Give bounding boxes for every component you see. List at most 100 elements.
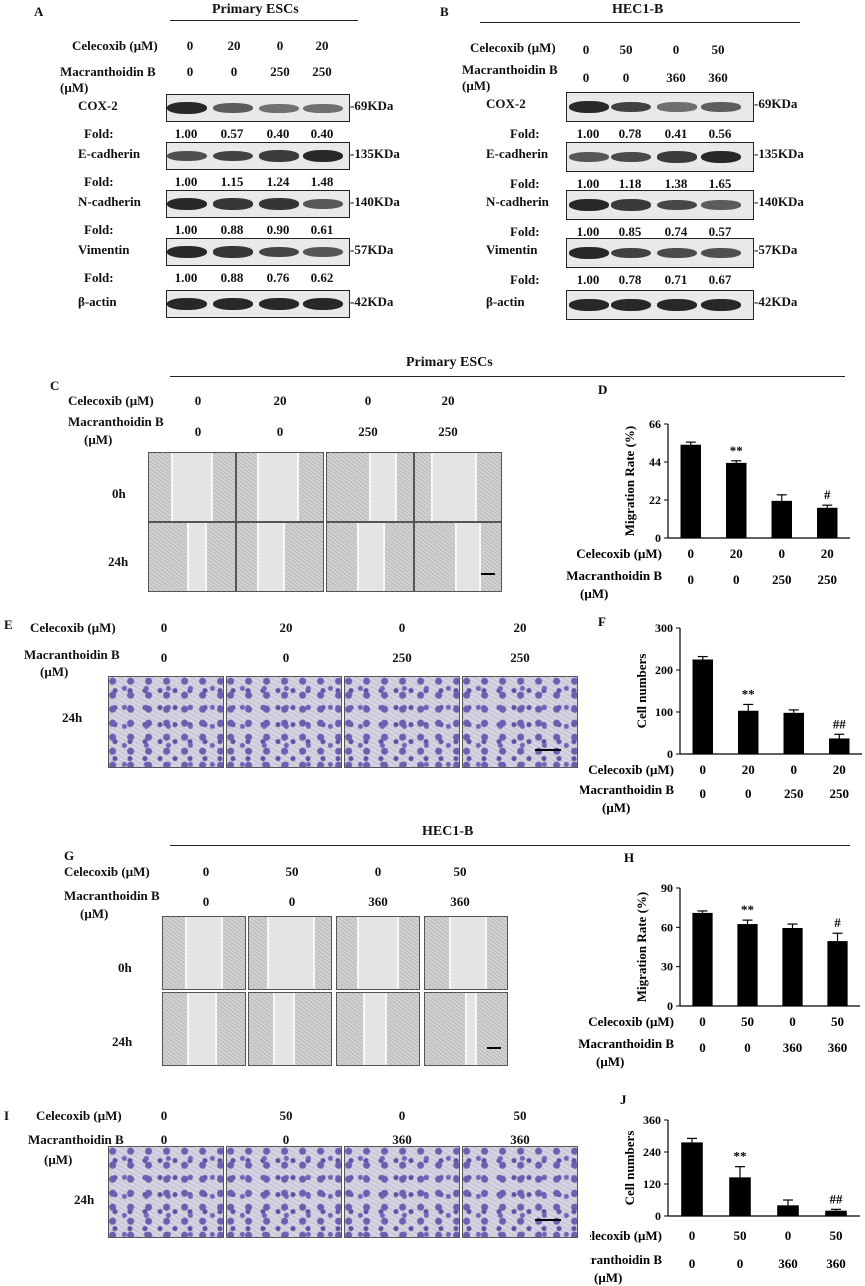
blot-image [566, 238, 754, 268]
g-0h-image [424, 916, 508, 990]
blot-image [566, 92, 754, 122]
blot-band [657, 102, 697, 112]
chart-d-migration-rate: D Migration Rate (%) 0 22 44 66 0 0 ** 20 0 0 250 #20… [566, 382, 850, 601]
chart-panel-letter: J [620, 1092, 627, 1107]
fold-value: 1.00 [174, 222, 198, 237]
fold-value: 0.78 [618, 272, 642, 287]
g-0h-image [248, 916, 332, 990]
bar [738, 710, 759, 754]
c-row1-value: 20 [441, 393, 455, 408]
celecoxib-value: 50 [830, 1228, 843, 1243]
macranthoidin-value: 360 [828, 1040, 848, 1055]
celecoxib-value: 50 [831, 1014, 844, 1029]
blot-band [611, 101, 651, 113]
c-24h-image [326, 522, 414, 592]
blot-image [166, 94, 350, 122]
bar [680, 444, 701, 538]
wound-edge [431, 453, 433, 521]
y-tick-label: 90 [661, 881, 673, 895]
macranthoidin-value: 360 [783, 1040, 803, 1055]
wound-edge [357, 523, 359, 591]
fold-value: 0.74 [664, 224, 688, 239]
fold-label: Fold: [510, 224, 540, 239]
i-row1-value: 0 [160, 1108, 168, 1123]
fold-value: 0.41 [664, 126, 688, 141]
y-tick-label: 240 [643, 1145, 661, 1159]
celecoxib-label: Celecoxib (μM) [590, 1228, 662, 1243]
wound-edge [205, 523, 207, 591]
scratch-wound [455, 523, 479, 591]
blot-kda-label: -135KDa [754, 146, 804, 161]
significance-marker: # [834, 915, 841, 930]
blot-band [213, 298, 253, 310]
i-row1-value: 0 [398, 1108, 406, 1123]
celecoxib-value: 0 [689, 1228, 696, 1243]
chart-panel-letter: H [624, 850, 634, 865]
y-tick-label: 0 [667, 999, 673, 1013]
scratch-wound [267, 917, 313, 989]
g-24h-image [336, 992, 420, 1066]
g-24h-image [162, 992, 246, 1066]
celecoxib-value: 0 [779, 546, 786, 561]
wound-edge [211, 453, 213, 521]
g-row1-value: 0 [202, 864, 210, 879]
c-row2-value: 0 [276, 424, 284, 439]
blot-band [701, 102, 741, 112]
blot-band [303, 298, 343, 310]
g-row2-value: 0 [288, 894, 296, 909]
blot-image [566, 190, 754, 220]
y-tick-label: 0 [667, 747, 673, 761]
blot-band [167, 198, 207, 210]
celecoxib-value: 0 [791, 762, 798, 777]
blot-protein-label: COX-2 [78, 98, 118, 113]
macranthoidin-unit: (μM) [594, 1270, 622, 1285]
wound-edge [221, 917, 223, 989]
i-row2-value: 360 [510, 1132, 530, 1147]
blot-band [213, 246, 253, 258]
fold-value: 1.00 [576, 272, 600, 287]
fold-value: 1.00 [576, 126, 600, 141]
wound-edge [485, 917, 487, 989]
e-row1-value: 0 [160, 620, 168, 635]
blot-kda-label: -69KDa [350, 98, 394, 113]
e-row2-value: 250 [392, 650, 412, 665]
b-row2-value: 360 [666, 70, 686, 85]
panel-g-0h-label: 0h [118, 960, 132, 975]
panel-b-title: HEC1-B [612, 2, 664, 17]
blot-kda-label: -57KDa [754, 242, 798, 257]
fold-value: 1.48 [310, 174, 334, 189]
blot-band [259, 246, 299, 258]
g-row2-value: 360 [450, 894, 470, 909]
significance-marker: ** [742, 686, 755, 701]
wound-edge [383, 523, 385, 591]
panel-g-24h-label: 24h [112, 1034, 133, 1049]
bar [825, 1210, 847, 1216]
wound-edge [455, 523, 457, 591]
panel-c-macranthoidin-unit: (μM) [84, 432, 113, 447]
bar [681, 1142, 703, 1216]
i-transwell-image [344, 1146, 460, 1238]
macranthoidin-value: 250 [772, 572, 792, 587]
celecoxib-value: 0 [688, 546, 695, 561]
fold-value: 0.71 [664, 272, 688, 287]
celecoxib-label: Celecoxib (μM) [588, 762, 674, 777]
b-row1-value: 50 [619, 42, 633, 57]
y-axis-label: Cell numbers [622, 1131, 637, 1206]
bar [726, 462, 747, 538]
panel-b-macranthoidin-label: Macranthoidin B [462, 62, 558, 77]
e-row2-value: 0 [282, 650, 290, 665]
fold-value: 1.00 [576, 224, 600, 239]
panel-letter-b: B [440, 4, 449, 19]
panel-b-celecoxib-label: Celecoxib (μM) [470, 40, 556, 55]
wound-edge [313, 917, 315, 989]
blot-band [701, 299, 741, 311]
blot-image [166, 238, 350, 266]
fold-value: 1.00 [576, 176, 600, 191]
fold-value: 1.38 [664, 176, 688, 191]
e-transwell-image [344, 676, 460, 768]
fold-label: Fold: [84, 270, 114, 285]
g-24h-image [424, 992, 508, 1066]
fold-label: Fold: [510, 176, 540, 191]
panel-i-macranthoidin-label: Macranthoidin B [28, 1132, 124, 1147]
fold-value: 0.90 [266, 222, 290, 237]
